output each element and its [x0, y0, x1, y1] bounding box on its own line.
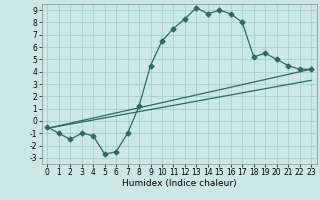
X-axis label: Humidex (Indice chaleur): Humidex (Indice chaleur) [122, 179, 236, 188]
